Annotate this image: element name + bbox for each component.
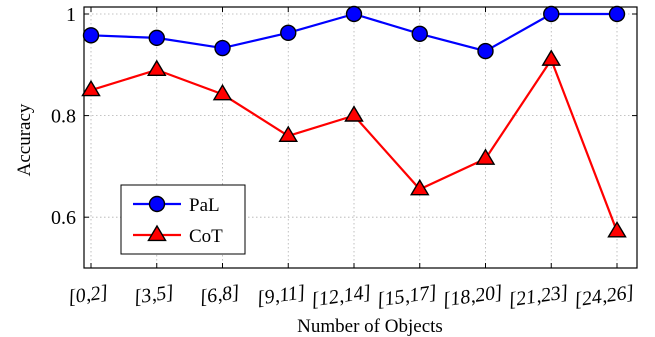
tick-labels: [0,2] [3,5] [6,8] [9,11] [12,14] [15,17] [18,2… [51,4,636,311]
data-point-cot [607,221,627,238]
x-tick-label: [18,20] [441,281,504,311]
plot-frame [83,6,638,269]
data-point-pal [543,5,560,23]
x-tick-label: [24,26] [573,281,636,311]
series [81,5,627,238]
data-point-cot [278,125,299,143]
data-point-pal [214,39,231,57]
x-tick-label: [6,8] [198,281,241,308]
legend: PaL CoT [120,184,246,255]
legend-label-pal: PaL [189,195,220,216]
data-point-pal [82,27,100,44]
data-point-cot [541,49,562,66]
x-tick-label: [9,11] [255,281,307,310]
x-tick-label: [0,2] [66,281,109,308]
data-point-pal [608,5,626,23]
data-point-pal [411,25,428,43]
x-tick-label: [21,23] [507,281,570,311]
y-axis-label: Accuracy [14,103,35,176]
y-tick-label: 1 [66,4,76,26]
legend-marker-cot [147,224,167,242]
y-tick-label: 0.6 [51,207,76,229]
data-point-cot [409,178,430,196]
data-point-cot [475,148,496,165]
legend-box [120,184,246,255]
data-point-pal [345,5,363,23]
data-point-pal [280,24,297,41]
axes [83,6,638,269]
data-point-pal [477,42,494,60]
data-point-cot [146,59,167,76]
data-point-pal [148,29,165,47]
x-tick-label: [15,17] [375,281,438,311]
x-axis-label: Number of Objects [297,316,443,337]
y-tick-label: 0.8 [51,106,76,128]
x-tick-label: [12,14] [310,281,373,311]
legend-marker-pal [148,195,166,213]
legend-label-cot: CoT [189,226,223,247]
x-tick-label: [3,5] [132,281,175,308]
data-point-cot [81,79,101,97]
data-point-cot [212,83,233,101]
data-point-cot [344,105,364,122]
